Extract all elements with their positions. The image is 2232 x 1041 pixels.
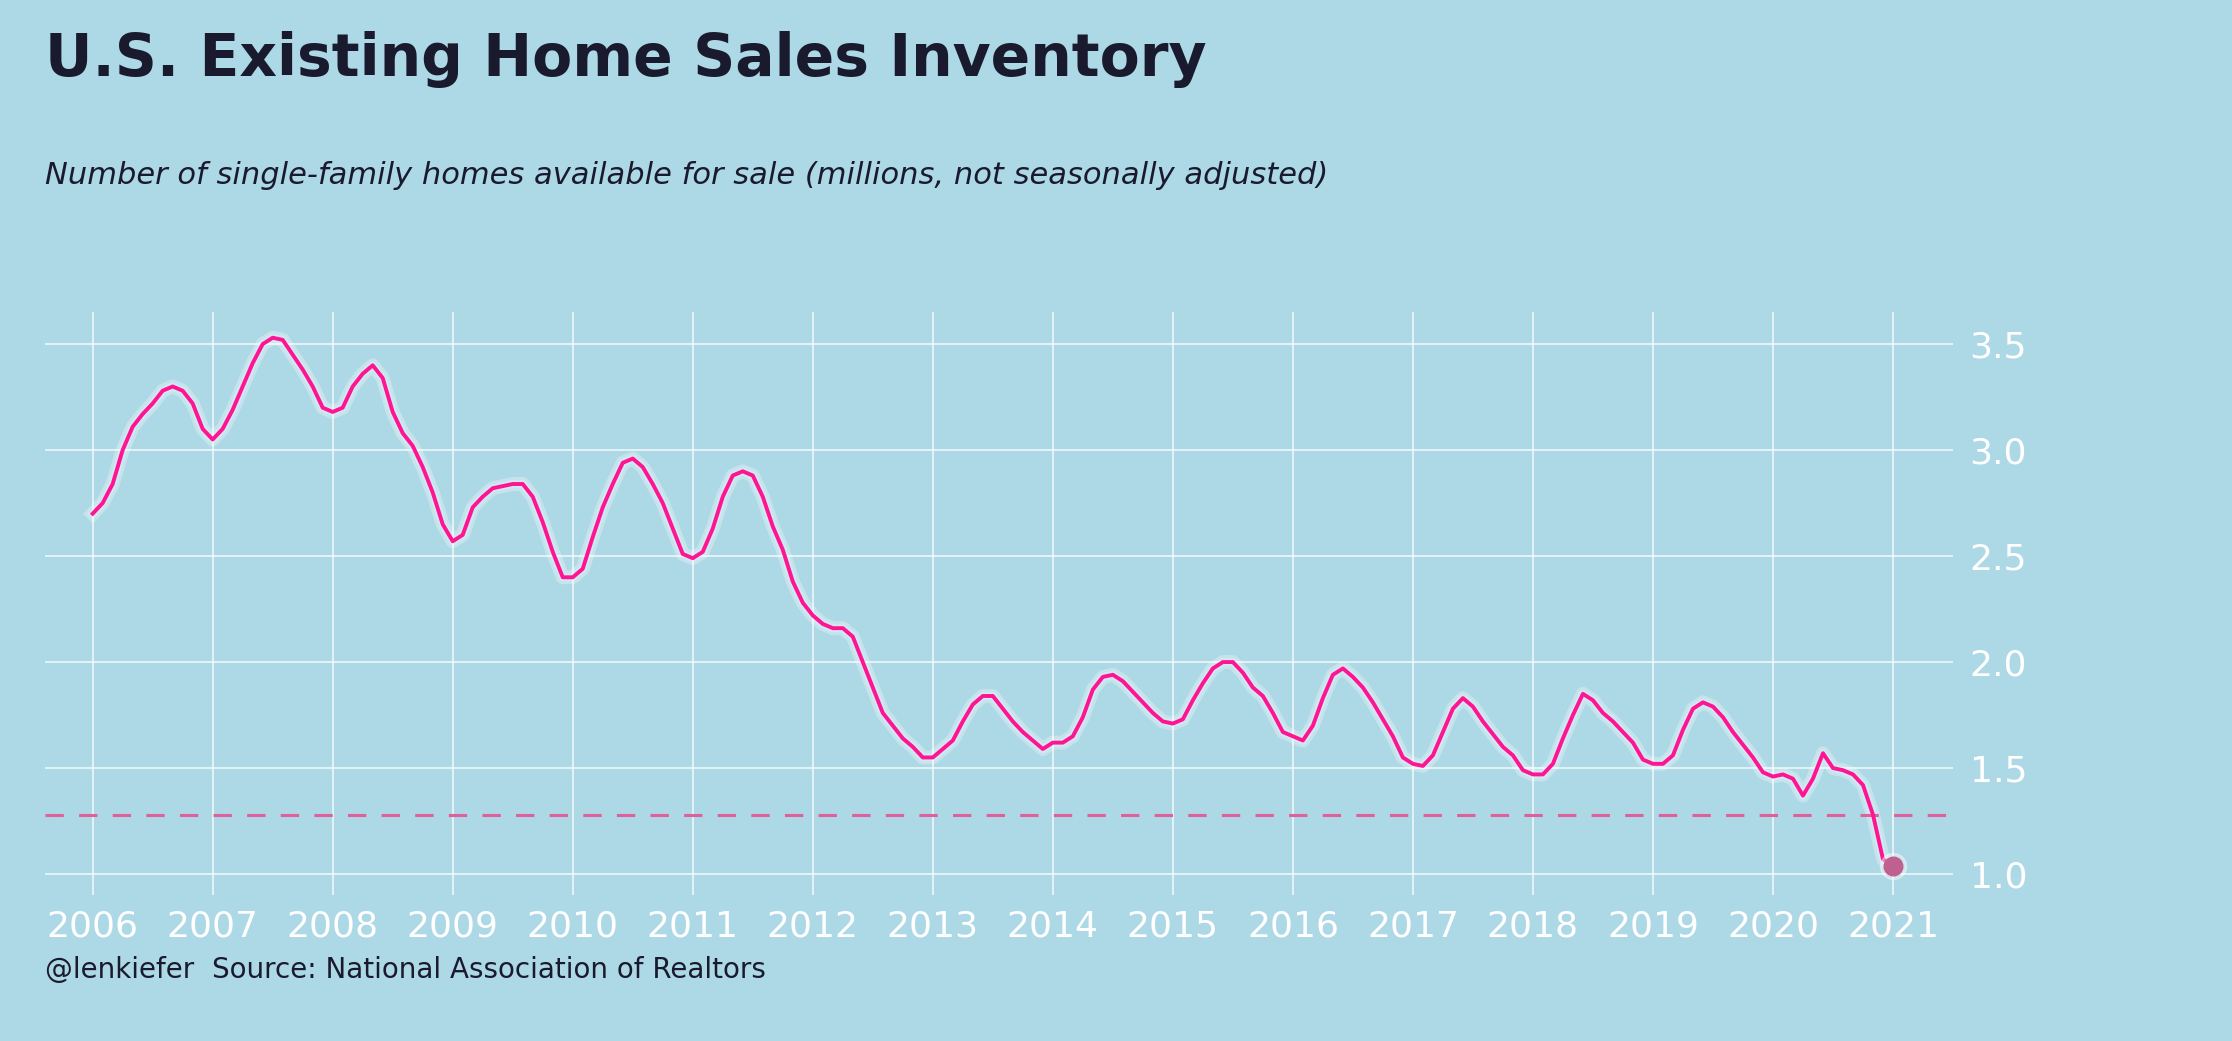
Point xyxy=(1875,857,1911,873)
Point xyxy=(1875,857,1911,873)
Text: @lenkiefer  Source: National Association of Realtors: @lenkiefer Source: National Association … xyxy=(45,956,766,984)
Text: U.S. Existing Home Sales Inventory: U.S. Existing Home Sales Inventory xyxy=(45,31,1205,88)
Text: Number of single-family homes available for sale (millions, not seasonally adjus: Number of single-family homes available … xyxy=(45,161,1328,191)
